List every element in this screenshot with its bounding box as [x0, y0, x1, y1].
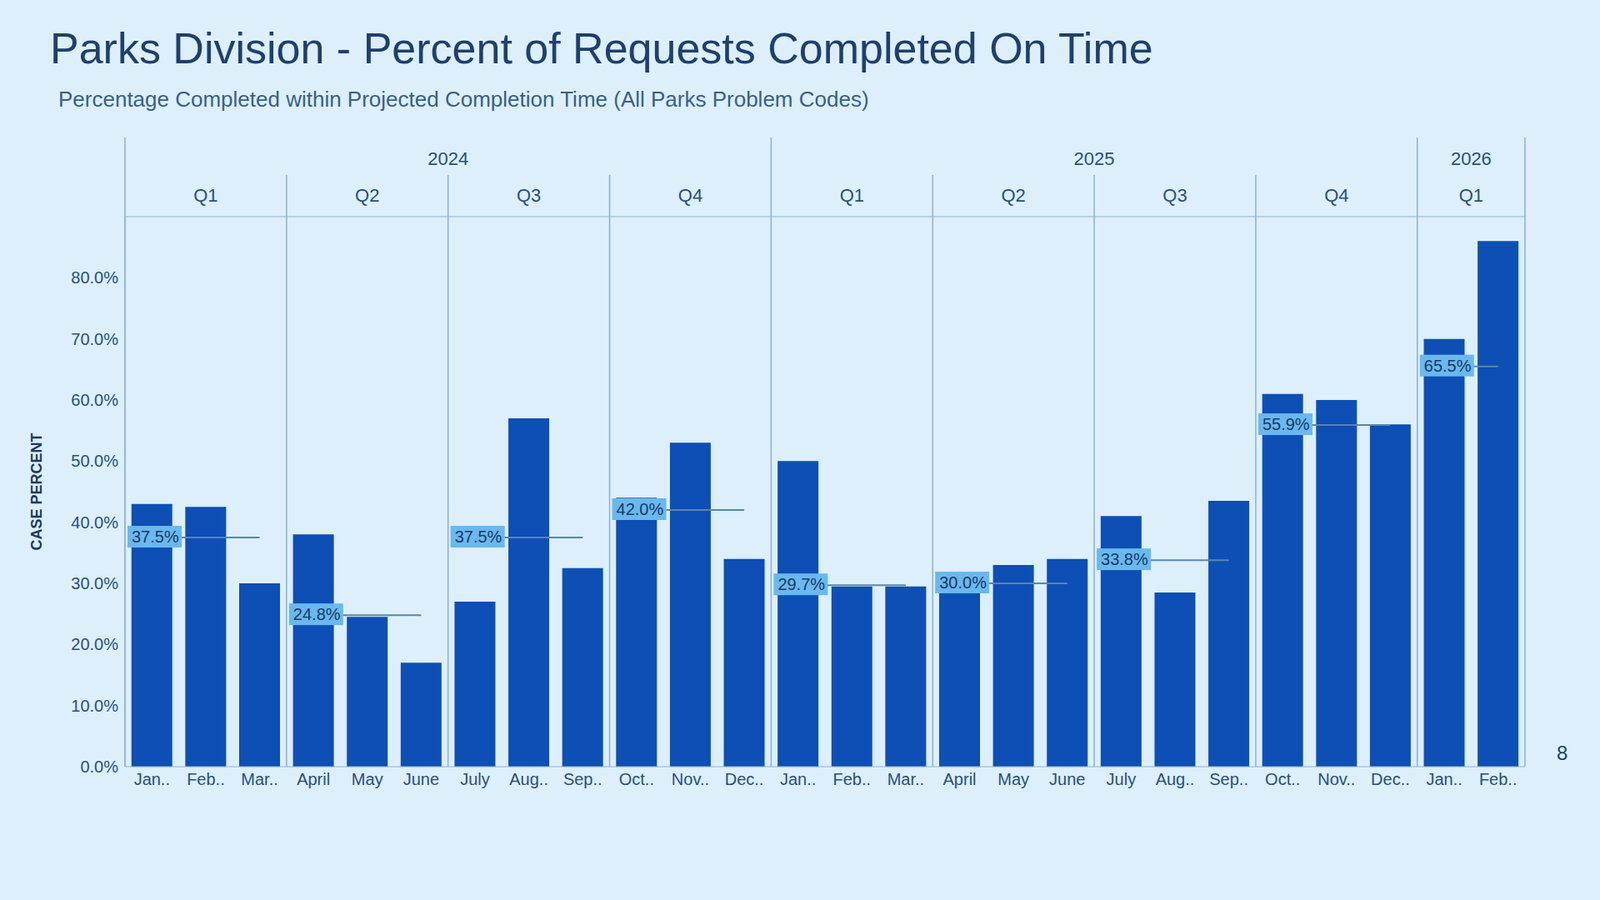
- svg-text:Q3: Q3: [1162, 185, 1187, 206]
- svg-text:80.0%: 80.0%: [70, 268, 119, 287]
- svg-text:30.0%: 30.0%: [939, 573, 987, 592]
- svg-text:Nov..: Nov..: [671, 770, 710, 789]
- svg-text:37.5%: 37.5%: [131, 527, 180, 546]
- html-text:Percentage Completed within Pr: Percentage Completed within Projected Co…: [58, 86, 869, 112]
- svg-text:30.0%: 30.0%: [70, 574, 119, 593]
- svg-text:June: June: [1049, 770, 1085, 789]
- html-text:8: 8: [1556, 741, 1568, 765]
- svg-text:Mar..: Mar..: [887, 770, 925, 789]
- svg-text:55.9%: 55.9%: [1262, 415, 1310, 434]
- svg-text:April: April: [296, 770, 330, 789]
- svg-text:Sep..: Sep..: [563, 770, 603, 789]
- svg-text:70.0%: 70.0%: [70, 330, 119, 349]
- svg-text:20.0%: 20.0%: [70, 635, 119, 654]
- svg-text:Aug..: Aug..: [509, 770, 549, 789]
- svg-text:Jan..: Jan..: [134, 770, 170, 789]
- svg-text:42.0%: 42.0%: [616, 500, 665, 519]
- svg-text:0.0%: 0.0%: [80, 757, 119, 776]
- svg-text:Q2: Q2: [355, 185, 380, 206]
- svg-text:Jan..: Jan..: [780, 770, 816, 789]
- svg-text:May: May: [351, 770, 384, 789]
- svg-text:Q1: Q1: [193, 185, 218, 206]
- svg-text:May: May: [997, 770, 1030, 789]
- svg-text:July: July: [1106, 770, 1137, 789]
- svg-text:40.0%: 40.0%: [70, 513, 119, 532]
- svg-text:July: July: [460, 770, 490, 789]
- svg-text:April: April: [943, 770, 977, 789]
- svg-text:2026: 2026: [1450, 148, 1492, 170]
- svg-text:29.7%: 29.7%: [777, 575, 825, 594]
- svg-text:Oct..: Oct..: [619, 770, 655, 789]
- svg-text:50.0%: 50.0%: [70, 451, 119, 470]
- svg-text:Dec..: Dec..: [1370, 770, 1410, 789]
- svg-text:Q1: Q1: [840, 185, 865, 206]
- svg-text:2024: 2024: [427, 148, 469, 170]
- svg-text:Q4: Q4: [678, 185, 703, 206]
- svg-text:24.8%: 24.8%: [293, 605, 341, 624]
- svg-text:2025: 2025: [1074, 148, 1115, 170]
- svg-text:Feb..: Feb..: [833, 770, 872, 789]
- svg-text:37.5%: 37.5%: [455, 527, 503, 546]
- svg-text:Nov..: Nov..: [1317, 770, 1355, 789]
- svg-text:Feb..: Feb..: [1479, 770, 1518, 789]
- svg-text:65.5%: 65.5%: [1424, 356, 1472, 375]
- svg-text:Aug..: Aug..: [1155, 770, 1195, 789]
- svg-text:Sep..: Sep..: [1209, 770, 1249, 789]
- svg-text:Jan..: Jan..: [1425, 770, 1462, 789]
- svg-text:June: June: [403, 770, 440, 789]
- svg-text:Feb..: Feb..: [186, 770, 225, 789]
- html-text:Parks Division - Percent of Re: Parks Division - Percent of Requests Com…: [50, 24, 1153, 73]
- svg-text:Mar..: Mar..: [240, 770, 278, 789]
- svg-text:Q3: Q3: [516, 185, 541, 206]
- svg-text:CASE PERCENT: CASE PERCENT: [28, 432, 45, 550]
- svg-text:60.0%: 60.0%: [70, 390, 119, 410]
- svg-text:Q1: Q1: [1459, 185, 1484, 206]
- svg-text:Dec..: Dec..: [725, 770, 765, 789]
- svg-text:33.8%: 33.8%: [1100, 550, 1149, 569]
- svg-text:Q2: Q2: [1000, 185, 1025, 206]
- svg-text:10.0%: 10.0%: [70, 696, 119, 715]
- svg-text:Oct..: Oct..: [1265, 770, 1300, 789]
- svg-text:Q4: Q4: [1324, 185, 1349, 206]
